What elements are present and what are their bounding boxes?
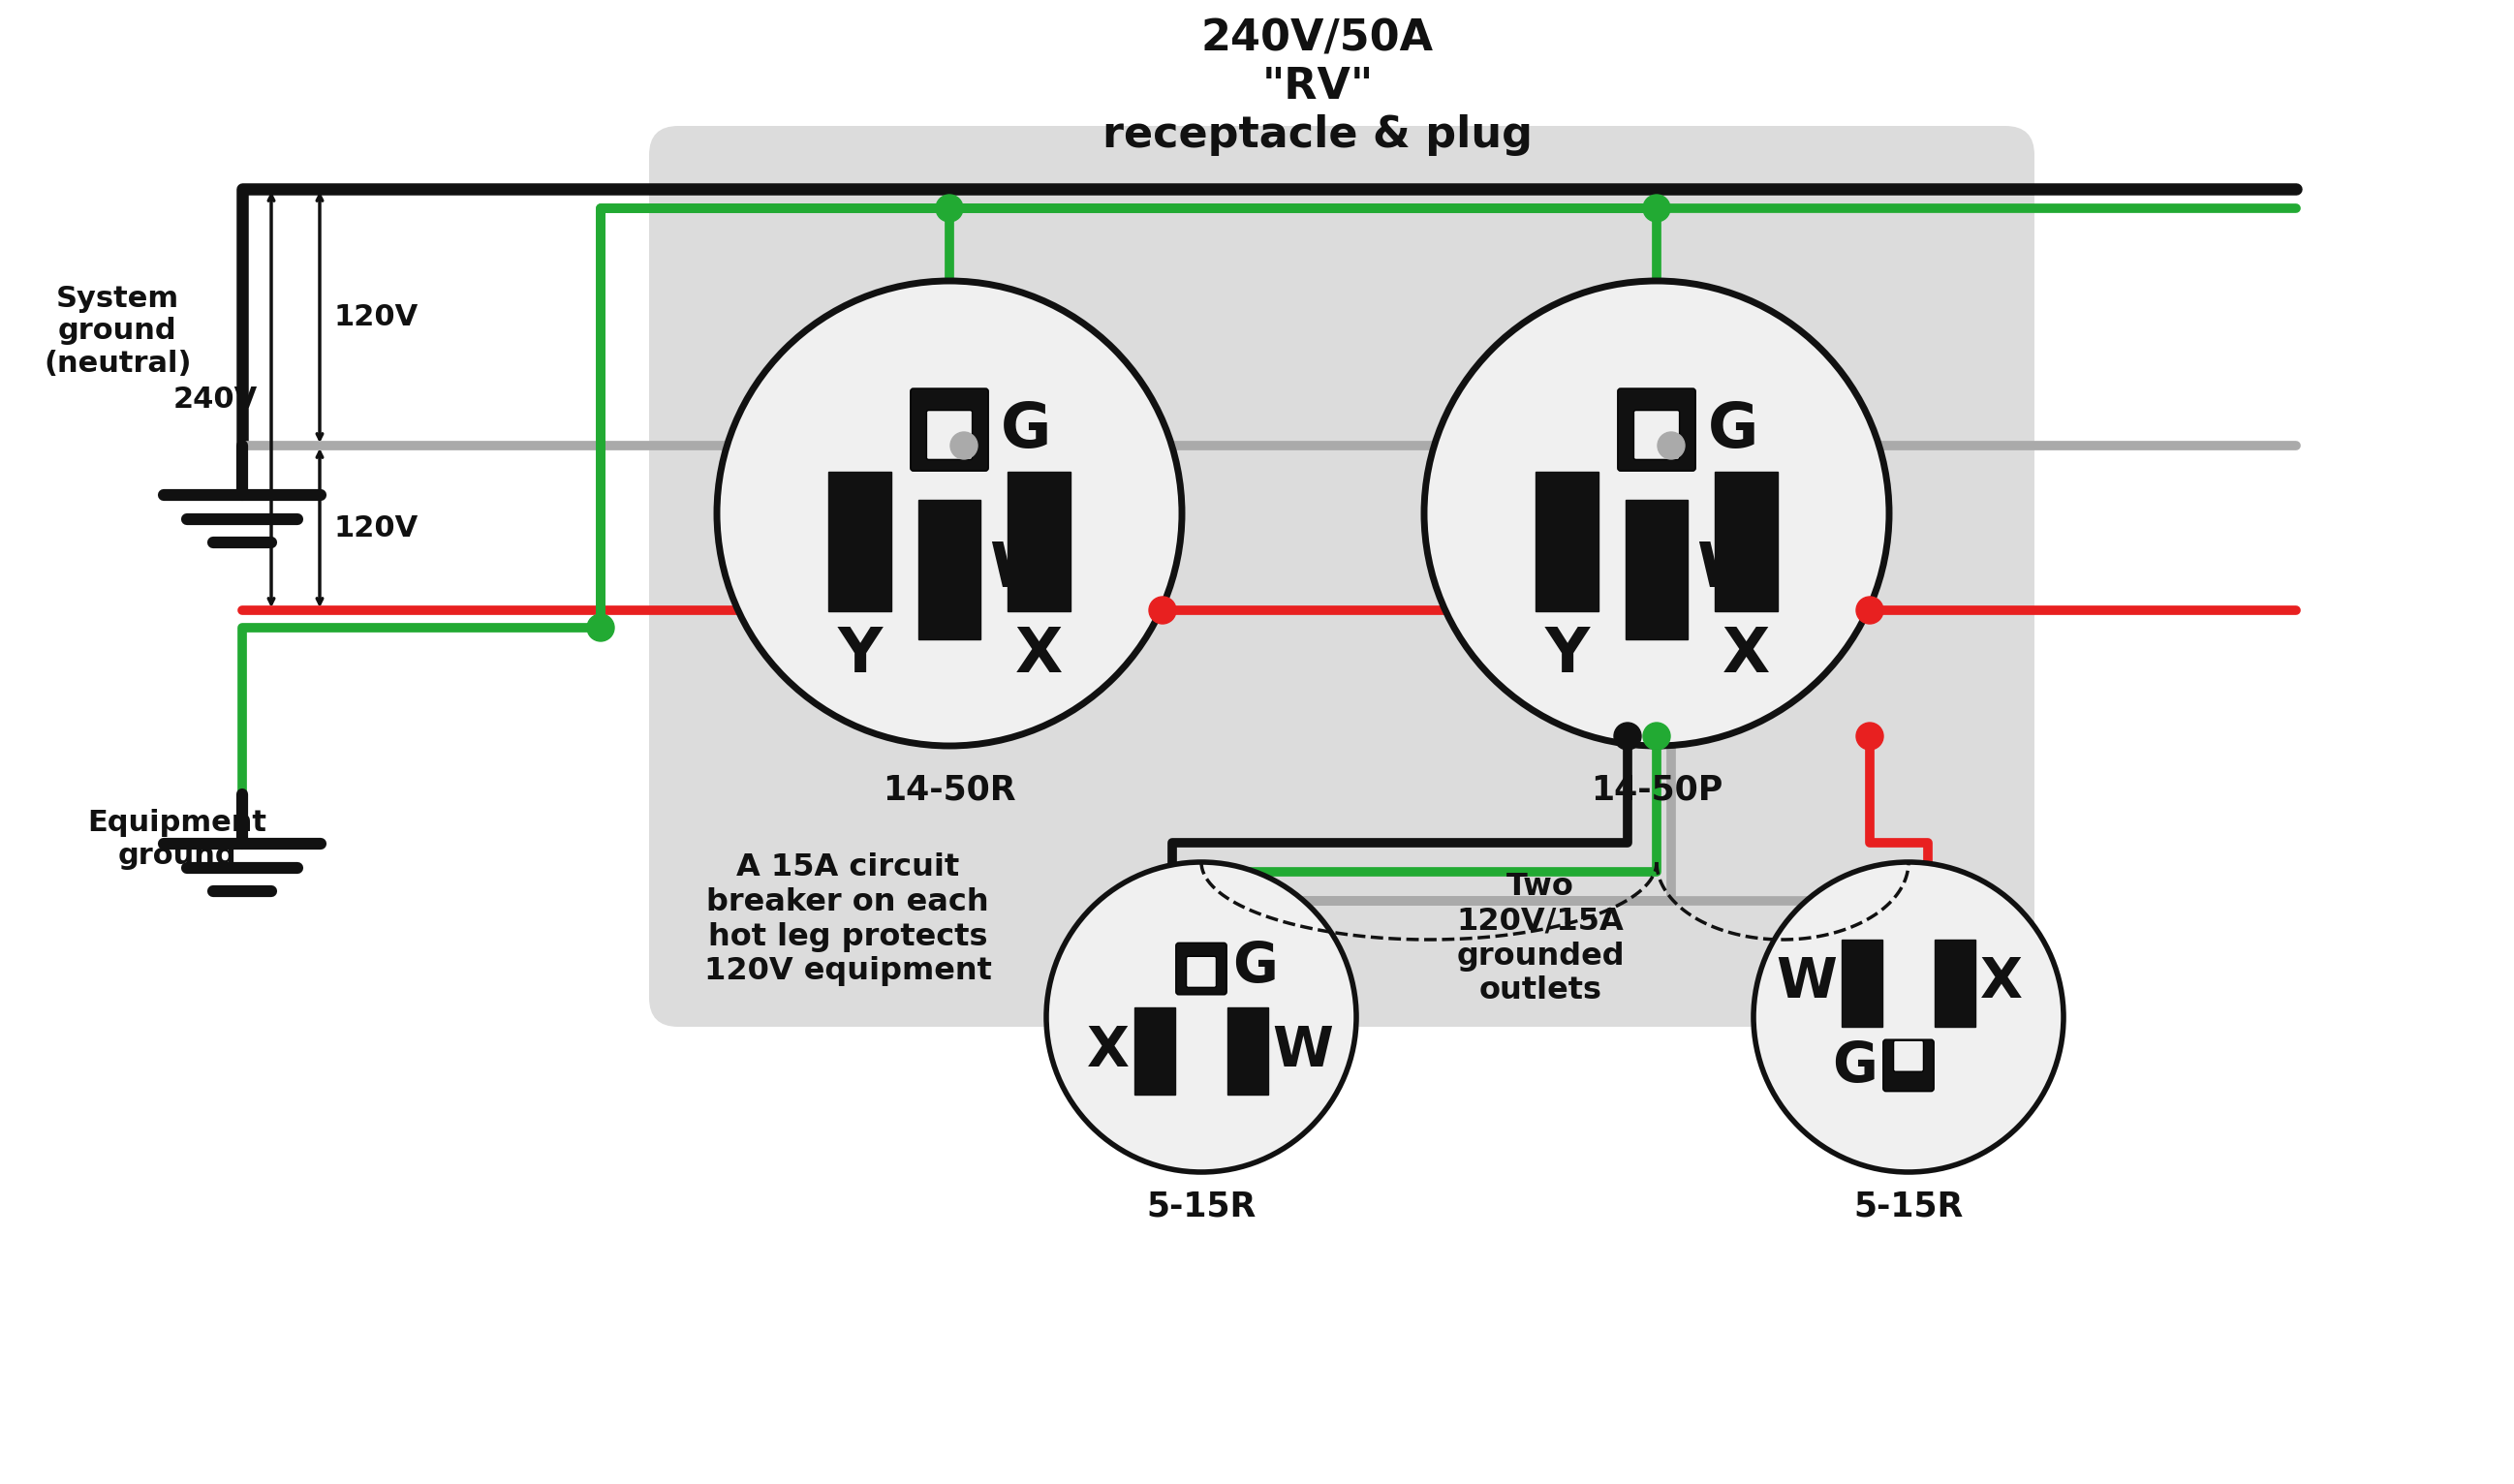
Text: Y: Y — [837, 625, 882, 686]
Circle shape — [1046, 862, 1355, 1172]
Bar — [1008, 472, 1071, 611]
Circle shape — [1644, 194, 1669, 221]
Text: W: W — [1777, 956, 1838, 1009]
Text: A 15A circuit
breaker on each
hot leg protects
120V equipment: A 15A circuit breaker on each hot leg pr… — [704, 852, 991, 987]
FancyBboxPatch shape — [910, 389, 988, 470]
Text: Two
120V/15A
grounded
outlets: Two 120V/15A grounded outlets — [1456, 871, 1624, 1006]
Text: W: W — [988, 539, 1058, 600]
FancyBboxPatch shape — [1177, 942, 1227, 994]
Text: 240V: 240V — [173, 386, 259, 414]
Text: G: G — [1833, 1040, 1878, 1094]
FancyBboxPatch shape — [1634, 411, 1679, 460]
Text: 120V: 120V — [334, 513, 417, 542]
Circle shape — [935, 194, 963, 221]
Circle shape — [1614, 723, 1642, 749]
Text: 14-50R: 14-50R — [882, 773, 1016, 806]
Text: Equipment
ground: Equipment ground — [88, 809, 266, 870]
Text: G: G — [1232, 941, 1277, 994]
Text: 120V: 120V — [334, 303, 417, 331]
Text: X: X — [1089, 1024, 1129, 1077]
Bar — [1227, 1008, 1267, 1095]
Bar — [1936, 939, 1976, 1027]
FancyBboxPatch shape — [649, 126, 2034, 1027]
Circle shape — [716, 280, 1182, 746]
Text: W: W — [1272, 1024, 1332, 1077]
FancyBboxPatch shape — [1187, 956, 1217, 987]
FancyBboxPatch shape — [1617, 389, 1694, 470]
Text: X: X — [1722, 625, 1770, 686]
Bar — [830, 472, 892, 611]
Circle shape — [1855, 723, 1883, 749]
Text: G: G — [1001, 399, 1051, 460]
Circle shape — [1644, 723, 1669, 749]
Circle shape — [1423, 280, 1888, 746]
FancyBboxPatch shape — [928, 411, 973, 460]
Text: W: W — [1697, 539, 1765, 600]
Circle shape — [1149, 597, 1177, 623]
Circle shape — [1752, 862, 2064, 1172]
Bar — [1843, 939, 1883, 1027]
Circle shape — [588, 614, 613, 641]
Bar — [1536, 472, 1599, 611]
Text: 14-50P: 14-50P — [1591, 773, 1722, 806]
Text: 5-15R: 5-15R — [1853, 1190, 1963, 1223]
Text: G: G — [1707, 399, 1757, 460]
Text: X: X — [1016, 625, 1063, 686]
Bar — [918, 500, 980, 640]
Text: Y: Y — [1544, 625, 1589, 686]
Bar — [1715, 472, 1777, 611]
FancyBboxPatch shape — [1893, 1040, 1923, 1071]
Text: System
ground
(neutral): System ground (neutral) — [43, 285, 191, 378]
Circle shape — [1657, 432, 1684, 459]
Bar — [1624, 500, 1687, 640]
Circle shape — [950, 432, 978, 459]
Text: 240V/50A
"RV"
receptacle & plug: 240V/50A "RV" receptacle & plug — [1104, 18, 1534, 156]
Circle shape — [1855, 597, 1883, 623]
Text: 5-15R: 5-15R — [1146, 1190, 1257, 1223]
Text: X: X — [1981, 956, 2021, 1009]
FancyBboxPatch shape — [1883, 1039, 1933, 1091]
Bar — [1134, 1008, 1174, 1095]
